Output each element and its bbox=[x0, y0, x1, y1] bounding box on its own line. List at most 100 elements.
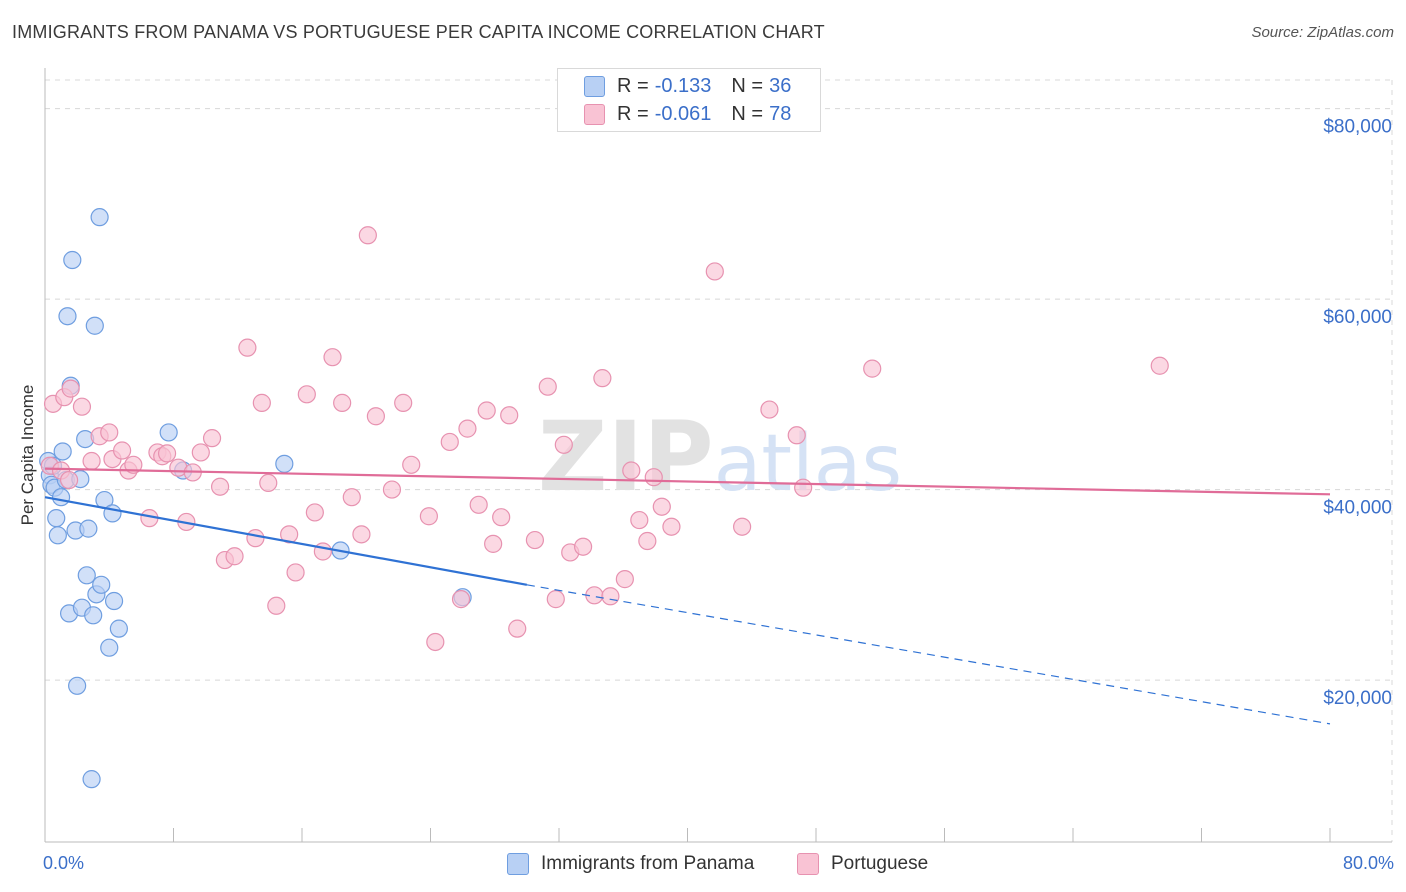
panama-point bbox=[53, 442, 72, 461]
portuguese-point bbox=[794, 478, 813, 497]
portuguese-point bbox=[202, 429, 222, 448]
legend-n-value: 78 bbox=[769, 102, 792, 125]
portuguese-point bbox=[440, 432, 459, 452]
x-axis-min-label: 0.0% bbox=[43, 853, 85, 873]
legend-r-value: -0.133 bbox=[654, 74, 712, 97]
portuguese-point bbox=[124, 455, 143, 474]
bottom-legend-panama: Immigrants from Panama bbox=[507, 852, 754, 876]
portuguese-point bbox=[733, 517, 752, 536]
portuguese-point bbox=[426, 632, 445, 652]
portuguese-point bbox=[191, 443, 210, 462]
portuguese-point bbox=[760, 400, 779, 419]
bottom-legend-swatch-portuguese bbox=[797, 853, 819, 875]
portuguese-point bbox=[644, 468, 663, 487]
portuguese-point bbox=[112, 441, 132, 460]
portuguese-point bbox=[615, 570, 634, 589]
portuguese-point bbox=[352, 525, 371, 544]
legend-n-label: N = bbox=[731, 74, 764, 97]
portuguese-point bbox=[484, 534, 503, 553]
source-note: Source: ZipAtlas.com bbox=[1251, 24, 1394, 41]
panama-point bbox=[90, 208, 109, 227]
portuguese-point bbox=[280, 525, 299, 544]
portuguese-point bbox=[333, 393, 352, 412]
portuguese-point bbox=[259, 473, 278, 493]
portuguese-point bbox=[458, 419, 477, 438]
portuguese-point bbox=[382, 480, 402, 499]
panama-point bbox=[68, 676, 87, 695]
portuguese-point bbox=[358, 226, 377, 245]
watermark-atlas: atlas bbox=[714, 419, 903, 509]
portuguese-point bbox=[61, 379, 80, 398]
bottom-legend-swatch-panama bbox=[507, 853, 529, 875]
portuguese-point bbox=[622, 461, 641, 480]
panama-point bbox=[47, 509, 66, 528]
panama-point bbox=[63, 250, 82, 270]
portuguese-point bbox=[419, 507, 438, 526]
portuguese-point bbox=[157, 444, 177, 463]
panama-point bbox=[92, 575, 111, 594]
legend-swatch-panama bbox=[584, 75, 605, 97]
panama-point bbox=[104, 591, 124, 611]
portuguese-point bbox=[469, 495, 488, 514]
portuguese-point bbox=[500, 406, 519, 425]
portuguese-point bbox=[402, 455, 421, 474]
portuguese-trendline bbox=[44, 467, 1331, 496]
panama-point bbox=[79, 519, 98, 538]
portuguese-point bbox=[72, 397, 92, 416]
panama-point bbox=[275, 454, 294, 473]
stats-legend: R = -0.133 N = 36 R = -0.061 N = 78 bbox=[557, 68, 821, 132]
panama-point bbox=[85, 316, 104, 335]
legend-r-label: R = bbox=[617, 102, 649, 125]
portuguese-point bbox=[394, 393, 413, 412]
portuguese-point bbox=[593, 369, 612, 388]
portuguese-point bbox=[705, 262, 724, 281]
watermark: ZIPatlas bbox=[538, 401, 902, 513]
portuguese-point bbox=[477, 401, 496, 420]
panama-point bbox=[58, 307, 77, 326]
portuguese-point bbox=[573, 537, 593, 556]
legend-r-value: -0.061 bbox=[654, 102, 712, 125]
portuguese-point bbox=[546, 590, 565, 609]
portuguese-point bbox=[601, 587, 620, 606]
panama-point bbox=[100, 638, 119, 657]
y-axis-label: Per Capita Income bbox=[18, 384, 37, 526]
portuguese-point bbox=[82, 451, 101, 471]
portuguese-point bbox=[246, 529, 265, 548]
portuguese-point bbox=[508, 619, 527, 638]
chart-title: IMMIGRANTS FROM PANAMA VS PORTUGUESE PER… bbox=[12, 22, 825, 42]
portuguese-point bbox=[492, 508, 511, 527]
portuguese-point bbox=[286, 563, 305, 582]
legend-n-value: 36 bbox=[769, 74, 792, 97]
portuguese-point bbox=[100, 423, 119, 442]
portuguese-point bbox=[238, 338, 257, 357]
legend-r-label: R = bbox=[617, 74, 649, 97]
panama-point bbox=[82, 770, 101, 789]
portuguese-point bbox=[451, 590, 471, 609]
bottom-legend-label-panama: Immigrants from Panama bbox=[541, 853, 755, 874]
legend-row-panama: R = -0.133 N = 36 bbox=[584, 73, 791, 99]
legend-swatch-portuguese bbox=[584, 103, 605, 125]
panama-point bbox=[48, 526, 67, 545]
portuguese-point bbox=[225, 547, 244, 566]
y-tick-label: $20,000 bbox=[1323, 688, 1392, 709]
portuguese-point bbox=[787, 426, 806, 445]
panama-trendline bbox=[44, 496, 528, 586]
portuguese-point bbox=[638, 531, 657, 551]
bottom-legend-label-portuguese: Portuguese bbox=[831, 853, 929, 874]
portuguese-point bbox=[252, 393, 271, 412]
legend-row-portuguese: R = -0.061 N = 78 bbox=[584, 101, 791, 127]
panama-trendline-extension bbox=[526, 584, 1331, 725]
bottom-legend-portuguese: Portuguese bbox=[797, 852, 928, 876]
panama-point bbox=[77, 566, 96, 585]
axis-layer: $20,000 $40,000 $60,000 $80,000 bbox=[44, 68, 1392, 843]
portuguese-point bbox=[525, 530, 545, 550]
portuguese-point bbox=[538, 377, 557, 396]
portuguese-point bbox=[366, 407, 385, 426]
portuguese-point bbox=[863, 359, 882, 378]
portuguese-point bbox=[662, 517, 681, 536]
y-tick-label: $60,000 bbox=[1323, 307, 1392, 328]
portuguese-point bbox=[210, 477, 230, 496]
portuguese-point bbox=[342, 488, 361, 507]
legend-n-label: N = bbox=[731, 102, 764, 125]
